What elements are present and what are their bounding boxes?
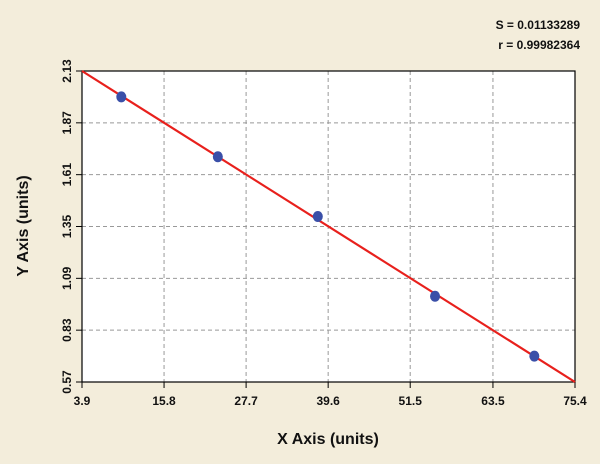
x-tick-label: 51.5 xyxy=(399,394,423,408)
data-point xyxy=(212,151,223,163)
x-axis-title: X Axis (units) xyxy=(277,431,379,448)
x-tick-label: 3.9 xyxy=(74,394,91,408)
plot-frame xyxy=(81,70,576,383)
fit-line xyxy=(81,70,576,383)
data-point xyxy=(529,350,540,362)
x-tick-label: 27.7 xyxy=(234,394,258,408)
x-tick-label: 63.5 xyxy=(481,394,505,408)
y-tick-label: 1.35 xyxy=(60,214,74,238)
y-tick-label: 1.87 xyxy=(60,111,74,135)
y-tick-label: 2.13 xyxy=(60,59,74,83)
x-tick-label: 15.8 xyxy=(152,394,176,408)
x-tick-label: 39.6 xyxy=(316,394,340,408)
y-tick-label: 0.83 xyxy=(60,318,74,342)
y-axis-title: Y Axis (units) xyxy=(15,175,32,276)
annotation: S = 0.01133289 xyxy=(496,18,581,32)
x-tick-label: 75.4 xyxy=(563,394,587,408)
data-point xyxy=(430,290,441,302)
y-tick-label: 1.09 xyxy=(60,266,74,290)
data-point xyxy=(312,211,323,223)
y-tick-label: 1.61 xyxy=(60,163,74,187)
y-tick-label: 0.57 xyxy=(60,370,74,394)
data-point xyxy=(116,91,127,103)
annotation: r = 0.99982364 xyxy=(498,38,580,52)
